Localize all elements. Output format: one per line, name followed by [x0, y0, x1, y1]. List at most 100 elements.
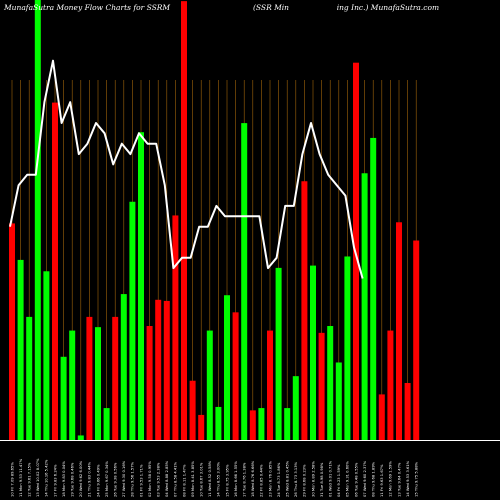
x-tick-label: 11 Wed 8.52 0.58%	[208, 460, 212, 497]
volume-bar	[95, 327, 101, 440]
volume-bar	[224, 295, 230, 440]
volume-bar	[267, 330, 273, 440]
x-tick-label: 08 Thu 9.68 1.89%	[372, 461, 376, 497]
volume-bar	[198, 414, 205, 440]
x-tick-labels: 10 Fri 7.09 89.65% 11 Mon 9.53 11.47% 12 T…	[10, 458, 418, 497]
volume-bar	[17, 259, 24, 440]
volume-bar	[241, 123, 248, 440]
x-tick-label: 06 Tue 9.48 0.55%	[354, 462, 358, 497]
x-tick-label: 11 Fri 9.63 1.67%	[380, 464, 384, 497]
x-tick-label: 24 Fri 9.66 0.49%	[96, 464, 100, 497]
volume-bar	[172, 215, 179, 440]
x-tick-label: 18 Wed 8.76 6.66%	[251, 460, 255, 497]
x-tick-label: 14 Thu 8.55 3.00%	[217, 461, 221, 497]
x-tick-label: 15 Fri 8.75 3.95%	[225, 464, 229, 497]
volume-bar	[370, 137, 377, 440]
x-tick-label: 19 Tue 9.68 0.46%	[71, 462, 75, 497]
x-tick-label: 12 Tue 9.61 7.15%	[28, 462, 32, 497]
volume-bar	[103, 408, 110, 440]
volume-bar	[404, 383, 411, 440]
chart-subtitle: (SSR Min ing Inc.) MunafaSutra.com	[253, 3, 439, 12]
x-tick-label: 25 Wed 8.81 0.45%	[286, 460, 290, 497]
volume-bar	[215, 406, 222, 440]
volume-bar	[138, 132, 144, 441]
volume-bar	[284, 408, 291, 440]
x-tick-label: 09 Mon 8.41 3.85%	[191, 461, 195, 497]
x-tick-label: 26 Tue 9.38 0.56%	[114, 462, 118, 497]
volume-bar	[189, 380, 196, 440]
volume-bar	[112, 316, 119, 440]
volume-bar	[26, 316, 33, 440]
volume-bar	[34, 0, 41, 440]
x-tick-label: 28 Thu 9.56 1.57%	[131, 461, 135, 497]
volume-bar	[327, 326, 334, 440]
volume-bar	[275, 267, 282, 440]
price-line	[9, 59, 364, 279]
x-tick-label: 25 Mon 9.67 0.34%	[105, 461, 109, 497]
volume-bar	[396, 222, 402, 440]
volume-bar	[378, 394, 385, 440]
x-tick-label: 16 Mon 8.66 1.55%	[234, 461, 238, 497]
chart-title: MunafaSutra Money Flow Charts for SSRM	[3, 3, 170, 12]
x-tick-label: 05 Mon 9.31 0.60%	[346, 461, 350, 497]
volume-bar	[206, 330, 213, 440]
x-tick-label: 14 Thu 10.16 5.42%	[45, 459, 49, 497]
volume-bar	[232, 312, 239, 440]
volume-bar	[258, 408, 265, 440]
volume-bar	[120, 294, 127, 440]
x-tick-label: 01 Fri 9.53 1.71%	[139, 464, 143, 497]
volume-bar	[318, 332, 325, 440]
volume-bar	[155, 299, 162, 440]
volume-bar	[310, 265, 316, 440]
x-tick-label: 13 Tue 9.64 0.47%	[397, 462, 401, 497]
x-tick-label: 24 Tue 8.73 1.86%	[277, 462, 281, 497]
volume-bar	[335, 362, 342, 440]
x-tick-label: 15 Thu 9.75 5.88%	[415, 461, 419, 497]
volume-bar	[361, 173, 368, 440]
volume-bar	[86, 316, 93, 440]
x-tick-label: 30 Mon 8.89 2.58%	[311, 461, 315, 497]
volume-bars	[9, 0, 420, 441]
x-tick-label: 26 Thu 8.73 3.13%	[294, 461, 298, 497]
volume-bar	[387, 330, 394, 440]
x-tick-label: 22 Fri 8.85 0.44%	[260, 464, 264, 497]
x-tick-label: 03 Tue 9.53 2.38%	[157, 462, 161, 497]
volume-bar	[77, 435, 84, 440]
x-tick-label: 23 Mon 8.76 0.85%	[268, 461, 272, 497]
x-tick-label: 20 Wed 9.62 6.00%	[79, 460, 83, 497]
x-tick-label: 01 Wed 9.01 0.71%	[329, 460, 333, 497]
x-tick-label: 31 Tue 8.98 0.98%	[320, 462, 324, 497]
volume-bar	[413, 240, 420, 440]
volume-bar	[249, 410, 256, 440]
x-tick-label: 13 Wed 10.02 8.07%	[36, 458, 40, 497]
x-tick-label: 04 Wed 8.88 2.85%	[165, 460, 169, 497]
x-tick-label: 04 Fri 9.23 1.59%	[337, 464, 341, 497]
x-tick-label: 17 Fri 9.83 6.24%	[53, 464, 57, 497]
volume-bar	[292, 376, 299, 440]
volume-bar	[69, 330, 76, 440]
x-tick-label: 27 Wed 9.30 0.16%	[122, 460, 126, 497]
x-tick-label: 07 Wed 9.60 2.37%	[363, 460, 367, 497]
x-tick-label: 29 Fri 8.68 0.23%	[303, 464, 307, 497]
volume-bar	[52, 102, 58, 441]
x-tick-label: 02 Mon 9.58 0.95%	[148, 461, 152, 497]
volume-bar	[9, 223, 15, 440]
volume-bar	[60, 356, 67, 440]
x-tick-label: 18 Mon 9.83 0.04%	[62, 461, 66, 497]
x-tick-label: 12 Mon 9.69 1.59%	[389, 461, 393, 497]
x-tick-label: 17 Tue 8.76 1.38%	[243, 462, 247, 497]
x-tick-label: 10 Fri 7.09 89.65%	[10, 462, 14, 497]
volume-bar	[163, 300, 170, 440]
volume-bar	[344, 256, 351, 440]
x-tick-label: 21 Thu 9.83 0.44%	[88, 461, 92, 497]
x-tick-label: 11 Mon 9.53 11.47%	[19, 458, 23, 497]
volume-bar	[129, 201, 136, 440]
x-tick-label: 10 Tue 8.67 3.01%	[200, 462, 204, 497]
volume-bar	[146, 326, 153, 440]
x-tick-label: 14 Wed 9.53 3.61%	[406, 460, 410, 497]
volume-bar	[301, 181, 308, 440]
x-tick-label: 08 Fri 8.11 1.47%	[182, 464, 186, 497]
volume-bar	[181, 1, 187, 441]
x-tick-label: 07 Thu 8.58 4.41%	[174, 461, 178, 497]
